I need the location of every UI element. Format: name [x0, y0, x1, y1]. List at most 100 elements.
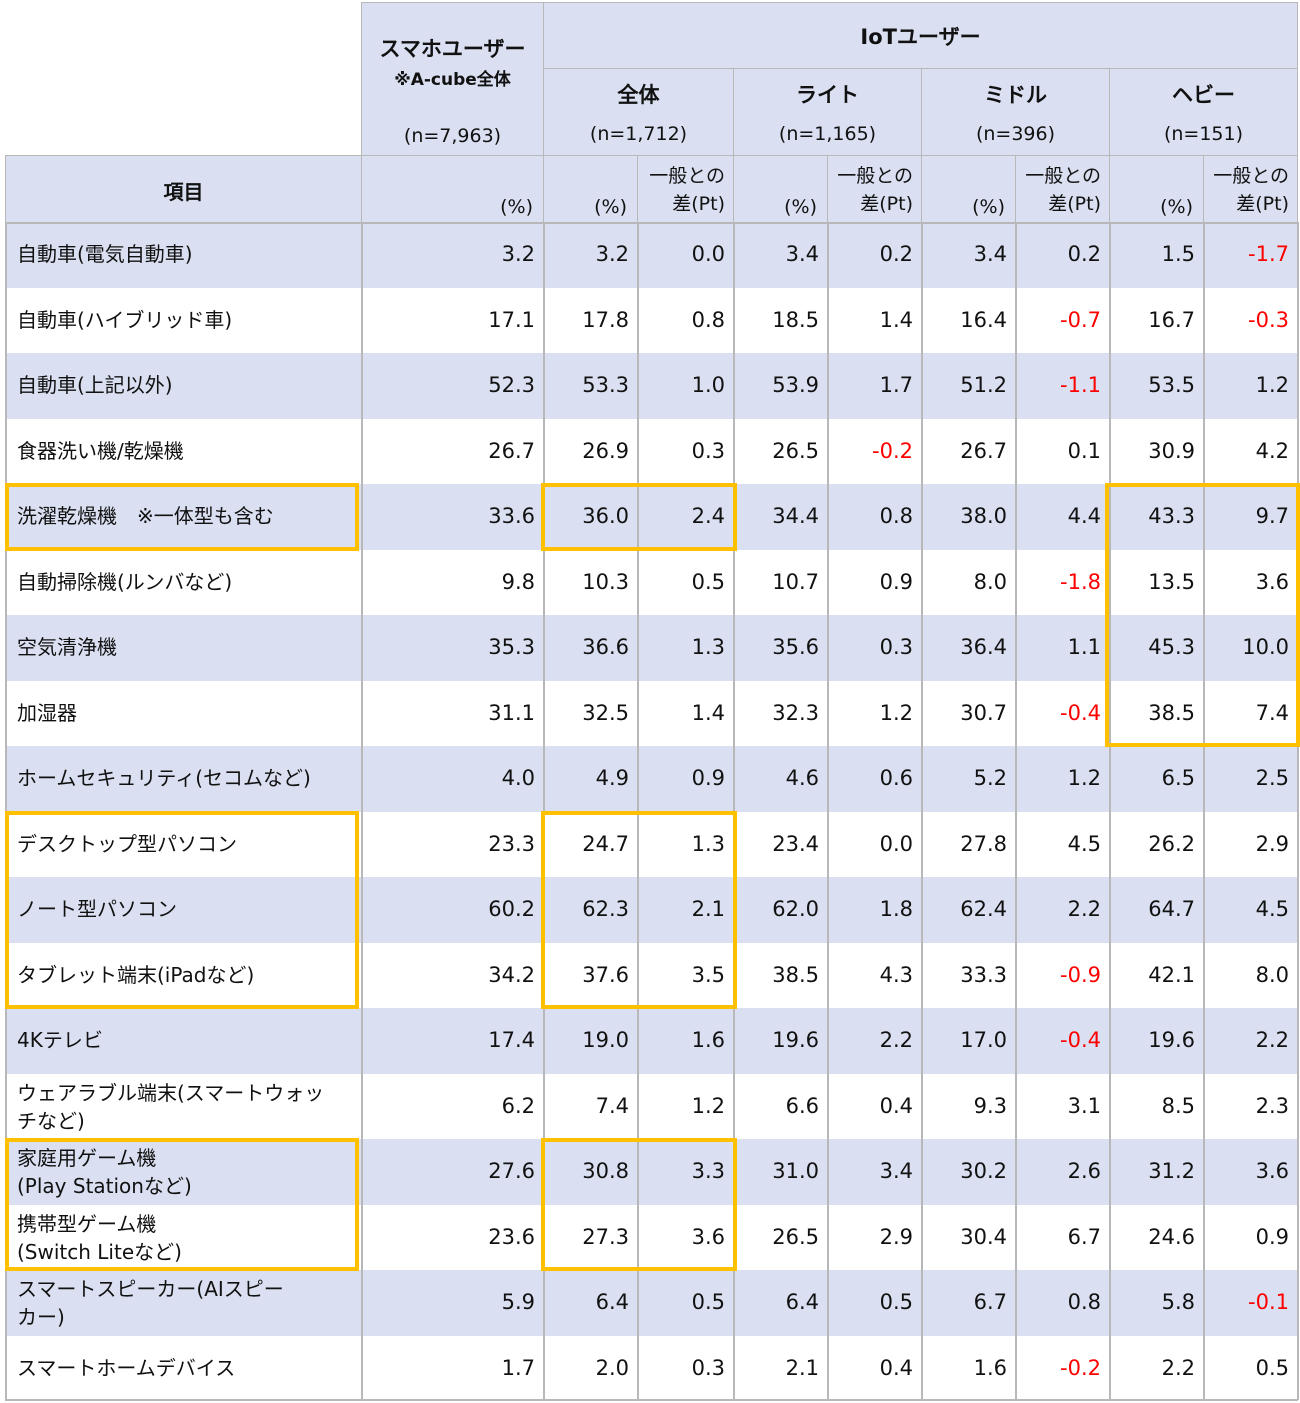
- table-body: 自動車(電気自動車) 3.2 3.2 0.0 3.4 0.2 3.4 0.2 1.5 -1.7 自動…: [5, 222, 1298, 1402]
- cell-middle-diff: 0.8: [1067, 1290, 1101, 1314]
- cell-smartphone-pct: 4.0: [501, 766, 535, 790]
- cell-smartphone-pct: 1.7: [501, 1355, 535, 1380]
- cell-light-pct: 10.7: [772, 569, 819, 594]
- header-diff-light: 一般との 差(Pt): [827, 155, 922, 223]
- cell-middle-pct: 3.4: [973, 242, 1007, 266]
- cell-middle-pct: 38.0: [960, 504, 1007, 528]
- cell-overall-diff: 2.1: [691, 897, 725, 921]
- diff-label: 一般との 差(Pt): [649, 165, 725, 215]
- cell-heavy-diff: 2.9: [1255, 831, 1289, 856]
- cell-middle-pct: 17.0: [960, 1028, 1007, 1052]
- header-smartphone-title: スマホユーザー: [379, 37, 526, 61]
- cell-heavy-diff: -0.1: [1248, 1290, 1289, 1314]
- cell-light-pct: 38.5: [772, 962, 819, 987]
- cell-middle-pct: 26.7: [960, 438, 1007, 463]
- cell-overall-pct: 2.0: [595, 1355, 629, 1380]
- table-row: ノート型パソコン 60.2 62.3 2.1 62.0 1.8 62.4 2.2 64.7 4.5: [5, 877, 1298, 943]
- cell-smartphone-pct: 5.9: [501, 1290, 535, 1314]
- row-label: 自動車(ハイブリッド車): [17, 307, 233, 332]
- cell-heavy-pct: 42.1: [1148, 962, 1195, 987]
- grid-line: [637, 222, 639, 1400]
- cell-overall-pct: 6.4: [595, 1290, 629, 1314]
- cell-overall-diff: 0.3: [691, 1355, 725, 1380]
- header-diff-heavy: 一般との 差(Pt): [1203, 155, 1298, 223]
- table-row: 空気清浄機 35.3 36.6 1.3 35.6 0.3 36.4 1.1 45.3 10.0: [5, 615, 1298, 681]
- cell-smartphone-pct: 23.3: [488, 831, 535, 856]
- grid-line: [1015, 222, 1017, 1400]
- cell-middle-pct: 8.0: [973, 569, 1007, 594]
- row-label: 自動車(上記以外): [17, 373, 173, 397]
- diff-label: 一般との 差(Pt): [1213, 165, 1289, 215]
- header-smartphone-n: (n=7,963): [403, 125, 502, 147]
- cell-light-pct: 62.0: [772, 897, 819, 921]
- cell-heavy-pct: 6.5: [1161, 766, 1195, 790]
- header-item-label: 項目: [163, 180, 204, 204]
- cell-middle-diff: -0.4: [1060, 700, 1101, 725]
- row-label: スマートスピーカー(AIスピー カー): [17, 1277, 284, 1329]
- table-row: 自動掃除機(ルンバなど) 9.8 10.3 0.5 10.7 0.9 8.0 -1.8 13.5…: [5, 549, 1298, 616]
- cell-smartphone-pct: 34.2: [488, 962, 535, 987]
- row-label: ホームセキュリティ(セコムなど): [17, 766, 311, 790]
- table-row: 自動車(上記以外) 52.3 53.3 1.0 53.9 1.7 51.2 -1.1 53.5 1…: [5, 353, 1298, 419]
- cell-middle-diff: -1.1: [1060, 373, 1101, 397]
- cell-heavy-pct: 26.2: [1148, 831, 1195, 856]
- cell-heavy-diff: 2.2: [1255, 1028, 1289, 1052]
- cell-smartphone-pct: 33.6: [488, 504, 535, 528]
- cell-light-diff: 0.5: [879, 1290, 913, 1314]
- cell-light-diff: 0.9: [879, 569, 913, 594]
- header-group-overall: 全体 (n=1,712): [543, 68, 734, 156]
- cell-heavy-diff: -1.7: [1248, 242, 1289, 266]
- cell-heavy-pct: 1.5: [1161, 242, 1195, 266]
- table-bottom-border: [5, 1399, 1298, 1401]
- cell-heavy-pct: 31.2: [1148, 1159, 1195, 1183]
- header-smartphone: スマホユーザー ※A-cube全体 (n=7,963): [361, 2, 544, 156]
- header-diff-middle: 一般との 差(Pt): [1015, 155, 1110, 223]
- header-group-label: ライト: [796, 83, 859, 107]
- table-row: ホームセキュリティ(セコムなど) 4.0 4.9 0.9 4.6 0.6 5.2 1.2 6.5…: [5, 746, 1298, 812]
- header-group-n: (n=396): [975, 123, 1056, 145]
- cell-smartphone-pct: 31.1: [488, 700, 535, 725]
- cell-middle-pct: 9.3: [973, 1093, 1007, 1118]
- cell-heavy-diff: 7.4: [1255, 700, 1289, 725]
- cell-light-pct: 34.4: [772, 504, 819, 528]
- cell-middle-diff: -0.2: [1060, 1355, 1101, 1380]
- cell-middle-diff: 6.7: [1067, 1224, 1101, 1249]
- cell-heavy-pct: 43.3: [1148, 504, 1195, 528]
- cell-light-diff: 1.2: [879, 700, 913, 725]
- table-row: デスクトップ型パソコン 23.3 24.7 1.3 23.4 0.0 27.8 4.5 26.2…: [5, 811, 1298, 878]
- cell-light-pct: 26.5: [772, 1224, 819, 1249]
- row-label: ウェアラブル端末(スマートウォッ チなど): [17, 1080, 325, 1133]
- cell-middle-diff: 4.4: [1067, 504, 1101, 528]
- cell-overall-pct: 36.0: [582, 504, 629, 528]
- table-row: ウェアラブル端末(スマートウォッ チなど) 6.2 7.4 1.2 6.6 0.4 9.3 3.…: [5, 1073, 1298, 1140]
- cell-heavy-pct: 53.5: [1148, 373, 1195, 397]
- cell-heavy-diff: 9.7: [1255, 504, 1289, 528]
- table-row: タブレット端末(iPadなど) 34.2 37.6 3.5 38.5 4.3 33.3 -0.…: [5, 942, 1298, 1009]
- header-group-label: ミドル: [984, 83, 1047, 107]
- row-label: 自動掃除機(ルンバなど): [17, 569, 233, 594]
- cell-heavy-pct: 8.5: [1161, 1093, 1195, 1118]
- unit-label: (%): [784, 196, 817, 218]
- cell-heavy-pct: 45.3: [1148, 635, 1195, 659]
- cell-smartphone-pct: 60.2: [488, 897, 535, 921]
- cell-middle-diff: -0.9: [1060, 962, 1101, 987]
- row-label: スマートホームデバイス: [17, 1355, 236, 1380]
- cell-middle-diff: 2.2: [1067, 897, 1101, 921]
- diff-label: 一般との 差(Pt): [1025, 165, 1101, 215]
- cell-light-pct: 6.4: [785, 1290, 819, 1314]
- cell-heavy-diff: -0.3: [1248, 307, 1289, 332]
- row-label: ノート型パソコン: [17, 897, 177, 921]
- cell-light-pct: 19.6: [772, 1028, 819, 1052]
- cell-light-diff: 2.2: [879, 1028, 913, 1052]
- cell-heavy-diff: 8.0: [1255, 962, 1289, 987]
- cell-light-pct: 32.3: [772, 700, 819, 725]
- cell-overall-diff: 1.2: [691, 1093, 725, 1118]
- row-label: 4Kテレビ: [17, 1028, 103, 1052]
- header-group-label: ヘビー: [1172, 83, 1235, 107]
- row-label: デスクトップ型パソコン: [17, 831, 237, 856]
- grid-line: [733, 222, 735, 1400]
- cell-overall-pct: 10.3: [582, 569, 629, 594]
- grid-line: [543, 222, 545, 1400]
- diff-label: 一般との 差(Pt): [837, 165, 913, 215]
- grid-line: [1203, 222, 1205, 1400]
